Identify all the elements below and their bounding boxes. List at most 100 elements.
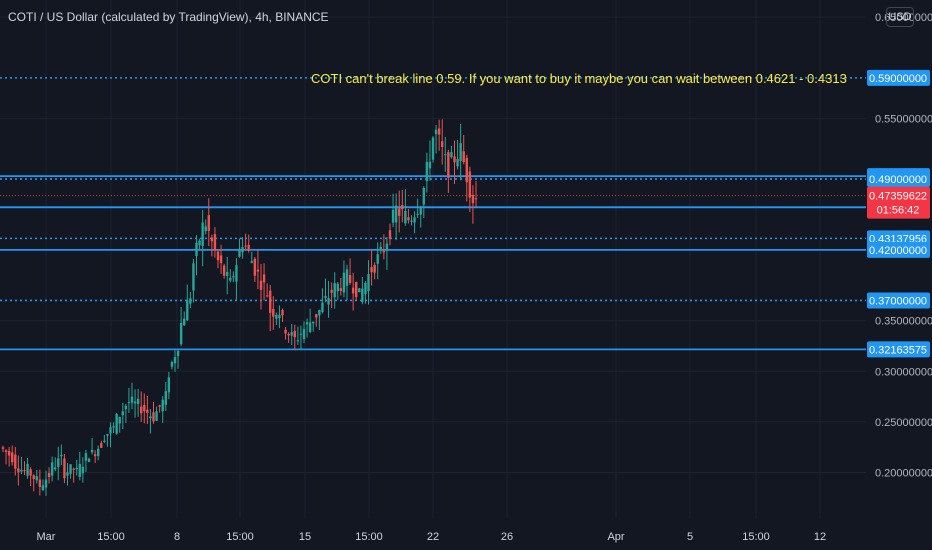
candle: [355, 281, 358, 301]
candle: [183, 311, 186, 326]
candle-body: [173, 357, 177, 364]
candle: [219, 244, 223, 274]
currency-button[interactable]: USD: [886, 7, 914, 27]
candle: [238, 238, 241, 258]
candle-body: [330, 289, 333, 293]
candle: [100, 440, 103, 448]
candle: [90, 438, 94, 455]
candle-body: [26, 463, 29, 476]
candle: [428, 140, 432, 181]
candle-body: [450, 152, 453, 158]
candle-body: [398, 208, 401, 216]
candle: [398, 190, 401, 233]
horizontal-levels: [0, 77, 866, 351]
chart-grid: [0, 0, 866, 518]
candle-body: [293, 331, 296, 338]
candle: [47, 467, 51, 484]
candle: [394, 193, 398, 241]
candle: [54, 457, 57, 472]
candle: [60, 444, 63, 466]
candle: [364, 281, 367, 304]
candle-body: [106, 434, 109, 436]
candle: [299, 325, 303, 350]
candle-body: [305, 322, 309, 325]
x-tick-label: 15:00: [742, 531, 770, 543]
candle: [431, 135, 435, 163]
candle-body: [388, 230, 392, 239]
candle-body: [324, 296, 327, 299]
candle-body: [133, 401, 137, 404]
candle-body: [213, 234, 217, 251]
level-price-tag: 0.32163575: [867, 341, 930, 358]
candle-body: [382, 250, 386, 253]
candle-body: [259, 280, 263, 290]
candle-body: [192, 263, 195, 291]
candle: [302, 321, 306, 344]
candle-body: [204, 226, 207, 232]
candle: [321, 288, 324, 314]
svg-text:0.42000000: 0.42000000: [869, 245, 927, 257]
candle-body: [130, 396, 134, 403]
candle: [367, 260, 370, 305]
candle-body: [60, 454, 63, 457]
candle-body: [189, 298, 192, 304]
candle-body: [272, 308, 275, 317]
candle-body: [176, 350, 180, 356]
candle-body: [250, 261, 253, 264]
candle: [32, 474, 35, 492]
candle-body: [468, 171, 472, 198]
chart-annotation: COTI can't break line 0.59. If you want …: [311, 71, 847, 86]
candle-body: [47, 473, 51, 477]
candle: [401, 190, 404, 223]
candle: [38, 469, 42, 496]
candle-body: [149, 416, 152, 419]
candle: [26, 458, 29, 479]
candle: [247, 234, 250, 253]
candle: [133, 389, 137, 418]
candle-body: [404, 210, 407, 224]
candle-body: [425, 161, 429, 182]
candle: [11, 445, 14, 466]
level-price-tag: 0.42000000: [867, 241, 930, 258]
candle-body: [186, 300, 189, 321]
candle: [269, 284, 272, 332]
candle-body: [376, 254, 379, 264]
candle: [468, 166, 472, 212]
candle-body: [308, 322, 312, 332]
candle: [262, 263, 266, 301]
candle-body: [219, 255, 223, 264]
candle-body: [471, 195, 475, 204]
candle-body: [367, 274, 370, 291]
candle-body: [4, 450, 8, 452]
candle: [216, 249, 220, 269]
candle: [72, 467, 75, 483]
candle-body: [453, 156, 456, 163]
candle: [121, 402, 124, 430]
candle-body: [247, 244, 250, 251]
candle: [167, 371, 171, 399]
candle-body: [238, 249, 241, 257]
candle-body: [57, 458, 60, 467]
candle-body: [136, 398, 140, 404]
candle: [155, 406, 158, 422]
candle-body: [351, 287, 355, 294]
candle-body: [161, 399, 164, 412]
candle-body: [299, 333, 303, 335]
candle-body: [437, 128, 441, 135]
candle: [226, 257, 229, 295]
candle-body: [434, 129, 438, 135]
candle-body: [269, 290, 272, 313]
svg-text:0.37000000: 0.37000000: [869, 295, 927, 307]
candle: [404, 189, 407, 226]
y-tick-label: 0.20000000: [875, 467, 932, 479]
candle-body: [364, 282, 367, 295]
candle-body: [315, 314, 318, 318]
x-tick-label: 12: [814, 531, 826, 543]
candle: [382, 234, 386, 260]
candle-body: [474, 198, 478, 200]
candle-body: [84, 453, 88, 461]
candle-body: [370, 267, 373, 273]
candle: [312, 321, 315, 332]
candle-body: [265, 295, 269, 297]
